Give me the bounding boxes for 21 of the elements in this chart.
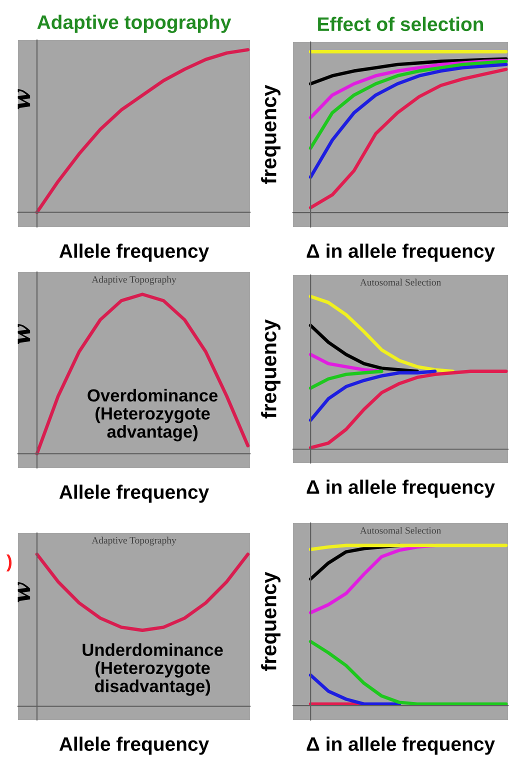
y-axis-title: frequency [261,319,280,418]
y-axis-title: frequency [261,572,280,671]
x-axis-title: Δ in allele frequency [306,736,495,755]
y-axis-title: w [18,88,30,110]
annotation: Underdominance (Heterozygote disadvantage) [82,643,223,696]
x-axis-title: Allele frequency [59,244,210,262]
chart-subtitle: Adaptive Topography [92,536,176,546]
chart-subtitle: Adaptive Topography [92,276,176,285]
y-axis-title: w [18,582,30,602]
x-axis-title: Allele frequency [59,736,210,755]
y-axis-title: frequency [261,84,280,184]
x-axis-title: Δ in allele frequency [306,480,495,498]
x-axis-title: Allele frequency [59,484,210,503]
text: ) [6,554,12,572]
chart-title: Effect of selection [318,16,484,32]
annotation: Overdominance (Heterozygote advantage) [88,388,218,442]
x-axis-title: Δ in allele frequency [306,244,495,262]
chart-subtitle: Autosomal Selection [360,278,441,286]
chart-title: Adaptive topography [37,14,232,34]
y-axis-title: w [18,324,30,344]
chart-subtitle: Autosomal Selection [360,526,441,534]
